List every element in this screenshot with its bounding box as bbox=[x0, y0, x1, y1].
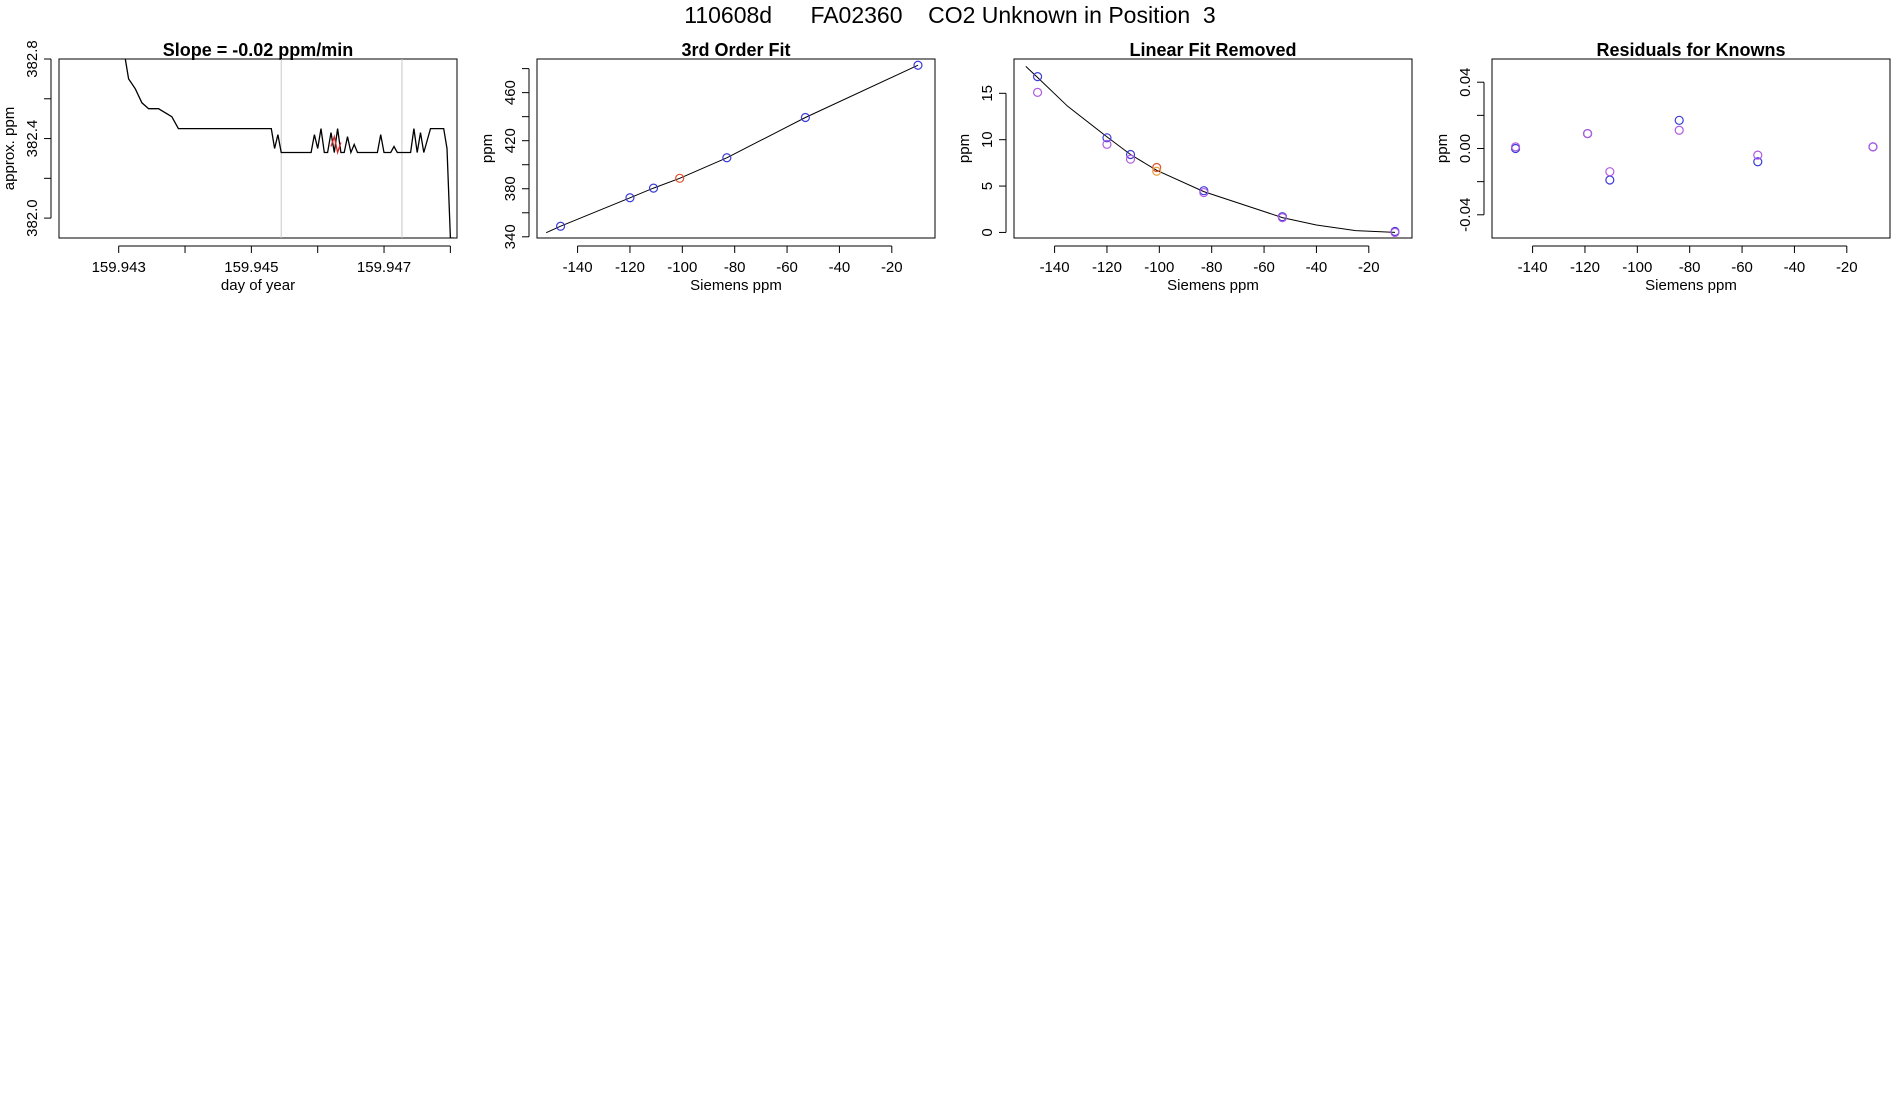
data-point bbox=[675, 173, 685, 183]
data-point bbox=[1605, 167, 1615, 177]
y-tick-label: 340 bbox=[502, 224, 519, 249]
x-tick-label: -120 bbox=[1092, 259, 1122, 276]
data-point bbox=[1125, 154, 1136, 164]
chart-panel-3: Linear Fit Removed Siemens ppm ppm -140 -120… bbox=[956, 40, 1413, 294]
y-tick-label: 382.0 bbox=[24, 199, 41, 237]
x-tick-label: -140 bbox=[1518, 259, 1548, 276]
x-tick-label: -100 bbox=[667, 259, 697, 276]
x-tick-label: -140 bbox=[1040, 259, 1070, 276]
y-tick-label: 5 bbox=[979, 182, 996, 190]
data-point bbox=[1753, 157, 1763, 167]
fit-curve bbox=[545, 64, 919, 234]
plot-data-area bbox=[545, 60, 923, 234]
data-point bbox=[1605, 175, 1615, 185]
x-tick-label: -60 bbox=[776, 259, 798, 276]
y-tick-label: 460 bbox=[502, 80, 519, 105]
data-point bbox=[1277, 212, 1287, 223]
fit-curve bbox=[1025, 66, 1396, 233]
data-point bbox=[555, 221, 566, 231]
x-tick-label: -120 bbox=[615, 259, 645, 276]
x-tick-label: -20 bbox=[1836, 259, 1858, 276]
y-tick-label: 382.8 bbox=[24, 40, 41, 78]
data-point bbox=[1674, 115, 1684, 125]
x-tick-label: -20 bbox=[881, 259, 903, 276]
data-point bbox=[1032, 87, 1043, 97]
x-tick-label: 159.945 bbox=[224, 259, 278, 276]
chart-title: 3rd Order Fit bbox=[681, 40, 790, 60]
series-line bbox=[124, 59, 454, 238]
data-point bbox=[648, 183, 659, 193]
y-tick-label: 0.00 bbox=[1457, 134, 1474, 163]
data-point bbox=[1582, 128, 1593, 139]
plot-frame bbox=[1013, 58, 1413, 239]
y-axis-label: ppm bbox=[1434, 134, 1451, 163]
x-axis-label: Siemens ppm bbox=[1645, 277, 1737, 294]
x-tick-label: -100 bbox=[1622, 259, 1652, 276]
x-tick-label: -120 bbox=[1570, 259, 1600, 276]
plot-frame bbox=[536, 58, 936, 239]
plot-data-area bbox=[124, 59, 454, 238]
data-point bbox=[800, 112, 810, 123]
x-tick-label: -40 bbox=[1306, 259, 1328, 276]
x-axis-label: Siemens ppm bbox=[690, 277, 782, 294]
y-axis-label: ppm bbox=[956, 134, 973, 163]
series-line bbox=[330, 134, 342, 156]
x-axis-label: day of year bbox=[221, 277, 295, 294]
y-tick-label: 382.4 bbox=[24, 120, 41, 158]
x-axis-label: Siemens ppm bbox=[1167, 277, 1259, 294]
chart-title: Linear Fit Removed bbox=[1129, 40, 1296, 60]
x-tick-label: -80 bbox=[724, 259, 746, 276]
data-point bbox=[1152, 162, 1162, 173]
data-point bbox=[913, 60, 923, 70]
y-axis-label: ppm bbox=[479, 134, 496, 163]
x-tick-label: -60 bbox=[1731, 259, 1753, 276]
x-tick-label: -140 bbox=[563, 259, 593, 276]
y-axis-label: approx. ppm bbox=[1, 107, 18, 190]
chart-panel-1: Slope = -0.02 ppm/min day of year approx. … bbox=[1, 40, 458, 294]
page-title: 110608d FA02360 CO2 Unknown in Position … bbox=[684, 2, 1216, 28]
x-tick-label: 159.947 bbox=[357, 259, 411, 276]
data-point bbox=[1868, 142, 1878, 152]
plot-frame bbox=[1491, 58, 1891, 239]
plot-data-area bbox=[1510, 115, 1878, 185]
chart-panel-4: Residuals for Knowns Siemens ppm ppm -140 -1… bbox=[1434, 40, 1891, 294]
y-tick-label: -0.04 bbox=[1457, 198, 1474, 232]
x-tick-label: 159.943 bbox=[92, 259, 146, 276]
data-point bbox=[722, 153, 732, 163]
y-tick-label: 15 bbox=[979, 85, 996, 102]
x-tick-label: -20 bbox=[1358, 259, 1380, 276]
y-tick-label: 0.04 bbox=[1457, 68, 1474, 97]
data-point bbox=[1390, 227, 1400, 238]
x-tick-label: -60 bbox=[1253, 259, 1275, 276]
data-point bbox=[1753, 150, 1763, 160]
data-point bbox=[1102, 133, 1112, 143]
data-point bbox=[1152, 166, 1162, 176]
y-tick-label: 0 bbox=[979, 228, 996, 236]
chart-panel-2: 3rd Order Fit Siemens ppm ppm -140 -120 -100 -… bbox=[479, 40, 936, 294]
data-point bbox=[1032, 72, 1043, 82]
chart-title: Slope = -0.02 ppm/min bbox=[163, 40, 354, 60]
y-tick-label: 380 bbox=[502, 176, 519, 201]
plot-frame bbox=[58, 58, 458, 239]
x-tick-label: -40 bbox=[829, 259, 851, 276]
data-point bbox=[1199, 187, 1209, 198]
y-tick-label: 420 bbox=[502, 128, 519, 153]
data-point bbox=[1125, 149, 1136, 160]
x-tick-label: -80 bbox=[1201, 259, 1223, 276]
data-point bbox=[625, 193, 635, 203]
data-point bbox=[1102, 139, 1112, 149]
x-tick-label: -80 bbox=[1679, 259, 1701, 276]
plot-data-area bbox=[1025, 66, 1400, 238]
chart-title: Residuals for Knowns bbox=[1596, 40, 1785, 60]
x-tick-label: -100 bbox=[1144, 259, 1174, 276]
data-point bbox=[1674, 125, 1684, 135]
y-tick-label: 10 bbox=[979, 131, 996, 148]
data-point bbox=[1510, 142, 1521, 152]
x-tick-label: -40 bbox=[1784, 259, 1806, 276]
